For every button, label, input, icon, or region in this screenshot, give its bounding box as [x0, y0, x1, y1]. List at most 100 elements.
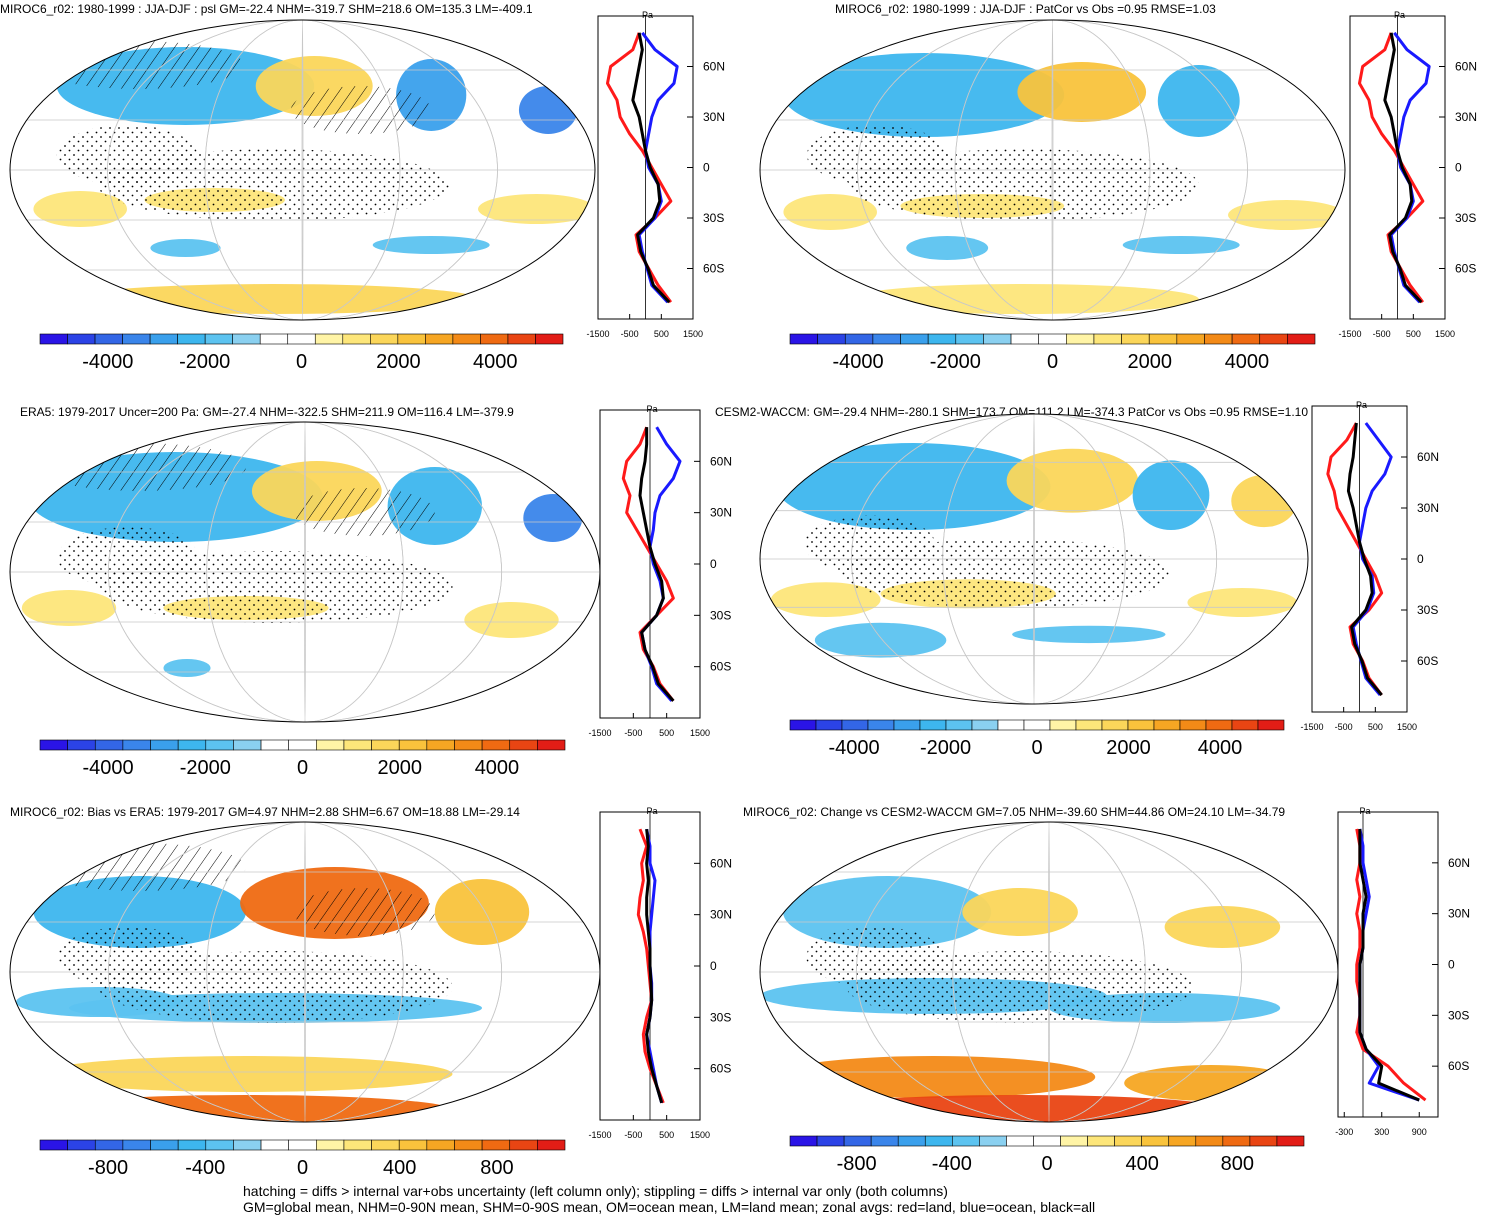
zonal-mean-plot: Pa 60N 30N 0 30S 60S -1500 -500 500 1500: [586, 10, 725, 339]
colorbar-swatch: [150, 739, 179, 751]
colorbar-swatch: [204, 333, 233, 345]
colorbar-swatch: [1121, 333, 1150, 345]
panel-title: MIROC6_r02: 1980-1999 : JJA-DJF : psl GM…: [0, 2, 533, 16]
colorbar-tick-label: -4000: [82, 351, 133, 373]
graticule-meridian: [952, 822, 1146, 1122]
colorbar-swatch: [260, 739, 289, 751]
colorbar-tick-label: -2000: [920, 737, 971, 759]
zonal-units-label: Pa: [1359, 806, 1370, 816]
x-tick-label: -1500: [586, 329, 609, 339]
colorbar: -4000 -2000 0 2000 4000: [39, 333, 564, 373]
field-region: [783, 876, 992, 948]
colorbar-tick-label: 800: [1221, 1153, 1254, 1175]
field-region: [150, 239, 221, 257]
colorbar-swatch: [67, 739, 96, 751]
lat-tick-label: 0: [1417, 552, 1424, 566]
x-tick-label: -1500: [1300, 722, 1323, 732]
colorbar-tick-label: 400: [383, 1157, 416, 1179]
colorbar-swatch: [1222, 1135, 1251, 1147]
colorbar-swatch: [122, 333, 151, 345]
colorbar-tick-label: 4000: [473, 351, 518, 373]
zonal-all-line: [1358, 828, 1420, 1102]
x-tick-label: -500: [1373, 329, 1391, 339]
colorbar-swatch: [288, 739, 317, 751]
colorbar-swatch: [1153, 719, 1181, 731]
colorbar-swatch: [841, 719, 869, 731]
zonal-all-line: [645, 828, 664, 1104]
colorbar-tick-label: 2000: [376, 351, 421, 373]
colorbar-swatch: [39, 333, 68, 345]
field-region: [68, 284, 478, 314]
colorbar-swatch: [1276, 1135, 1305, 1147]
colorbar-tick-label: 0: [1047, 351, 1058, 373]
x-tick-label: 500: [1368, 722, 1383, 732]
zonal-all-line: [638, 427, 675, 702]
colorbar-swatch: [997, 719, 1025, 731]
colorbar-swatch: [1049, 719, 1077, 731]
x-tick-label: 1500: [683, 329, 703, 339]
colorbar-swatch: [150, 1139, 179, 1151]
colorbar-swatch: [426, 1139, 455, 1151]
colorbar-swatch: [39, 739, 68, 751]
colorbar-swatch: [94, 739, 124, 751]
field-region: [434, 879, 530, 945]
colorbar-swatch: [1033, 1135, 1061, 1147]
colorbar-tick-label: -400: [185, 1157, 225, 1179]
field-region: [478, 194, 595, 224]
colorbar-tick-label: -2000: [180, 757, 231, 779]
field-region: [783, 53, 1065, 137]
colorbar: -800 -400 0 400 800: [789, 1135, 1305, 1175]
graticule-meridian: [1033, 414, 1035, 704]
colorbar-swatch: [789, 1135, 818, 1147]
field-region: [1122, 236, 1240, 254]
colorbar-swatch: [205, 739, 234, 751]
lat-tick-label: 60N: [1455, 60, 1477, 74]
colorbar: -800 -400 0 400 800: [39, 1139, 566, 1179]
lat-tick-label: 60N: [703, 60, 725, 74]
graticule-meridian: [206, 822, 404, 1122]
colorbar-swatch: [1249, 1135, 1278, 1147]
zonal-land-line: [1326, 422, 1384, 696]
colorbar-swatch: [789, 333, 818, 345]
graticule-meridian: [942, 414, 1126, 704]
colorbar-swatch: [924, 1135, 953, 1147]
colorbar-tick-label: -800: [837, 1153, 877, 1175]
lat-tick-label: 60S: [1448, 1059, 1469, 1073]
x-tick-label: 1500: [690, 728, 710, 738]
field-region: [163, 659, 211, 677]
x-tick-label: 300: [1374, 1127, 1389, 1137]
colorbar-swatch: [398, 1139, 428, 1151]
zonal-mean-plot: Pa 60N 30N 0 30S 60S -1500 -500 500 1500: [1338, 10, 1477, 339]
field-region: [783, 194, 877, 230]
stippling-region: [57, 527, 199, 587]
zonal-mean-plot: Pa 60N 30N 0 30S 60S -300 300 900: [1335, 806, 1470, 1137]
x-tick-label: 1500: [1435, 329, 1455, 339]
lat-tick-label: 0: [703, 161, 710, 175]
zonal-mean-plot: Pa 60N 30N 0 30S 60S -1500 -500 500 1500: [588, 404, 732, 738]
colorbar-swatch: [509, 739, 538, 751]
graticule-meridian: [850, 414, 1218, 704]
graticule-meridian: [107, 422, 503, 722]
colorbar-swatch: [867, 719, 895, 731]
panel-title: MIROC6_r02: 1980-1999 : JJA-DJF : PatCor…: [835, 2, 1216, 16]
zonal-ocean-line: [640, 426, 682, 702]
map-field: [760, 20, 1345, 320]
colorbar-swatch: [897, 1135, 926, 1147]
lat-tick-label: 0: [710, 557, 717, 571]
colorbar-swatch: [288, 1139, 317, 1151]
field-region: [39, 1095, 453, 1122]
colorbar-swatch: [67, 333, 96, 345]
map-field: [760, 414, 1308, 704]
colorbar-swatch: [177, 739, 207, 751]
x-tick-label: -500: [624, 1130, 642, 1140]
colorbar-swatch: [232, 333, 261, 345]
colorbar-swatch: [398, 739, 428, 751]
map-field: [10, 822, 600, 1122]
graticule-meridian: [204, 20, 401, 320]
lat-tick-label: 0: [1448, 958, 1455, 972]
field-region: [518, 86, 578, 134]
colorbar-swatch: [259, 333, 289, 345]
lat-tick-label: 0: [710, 959, 717, 973]
